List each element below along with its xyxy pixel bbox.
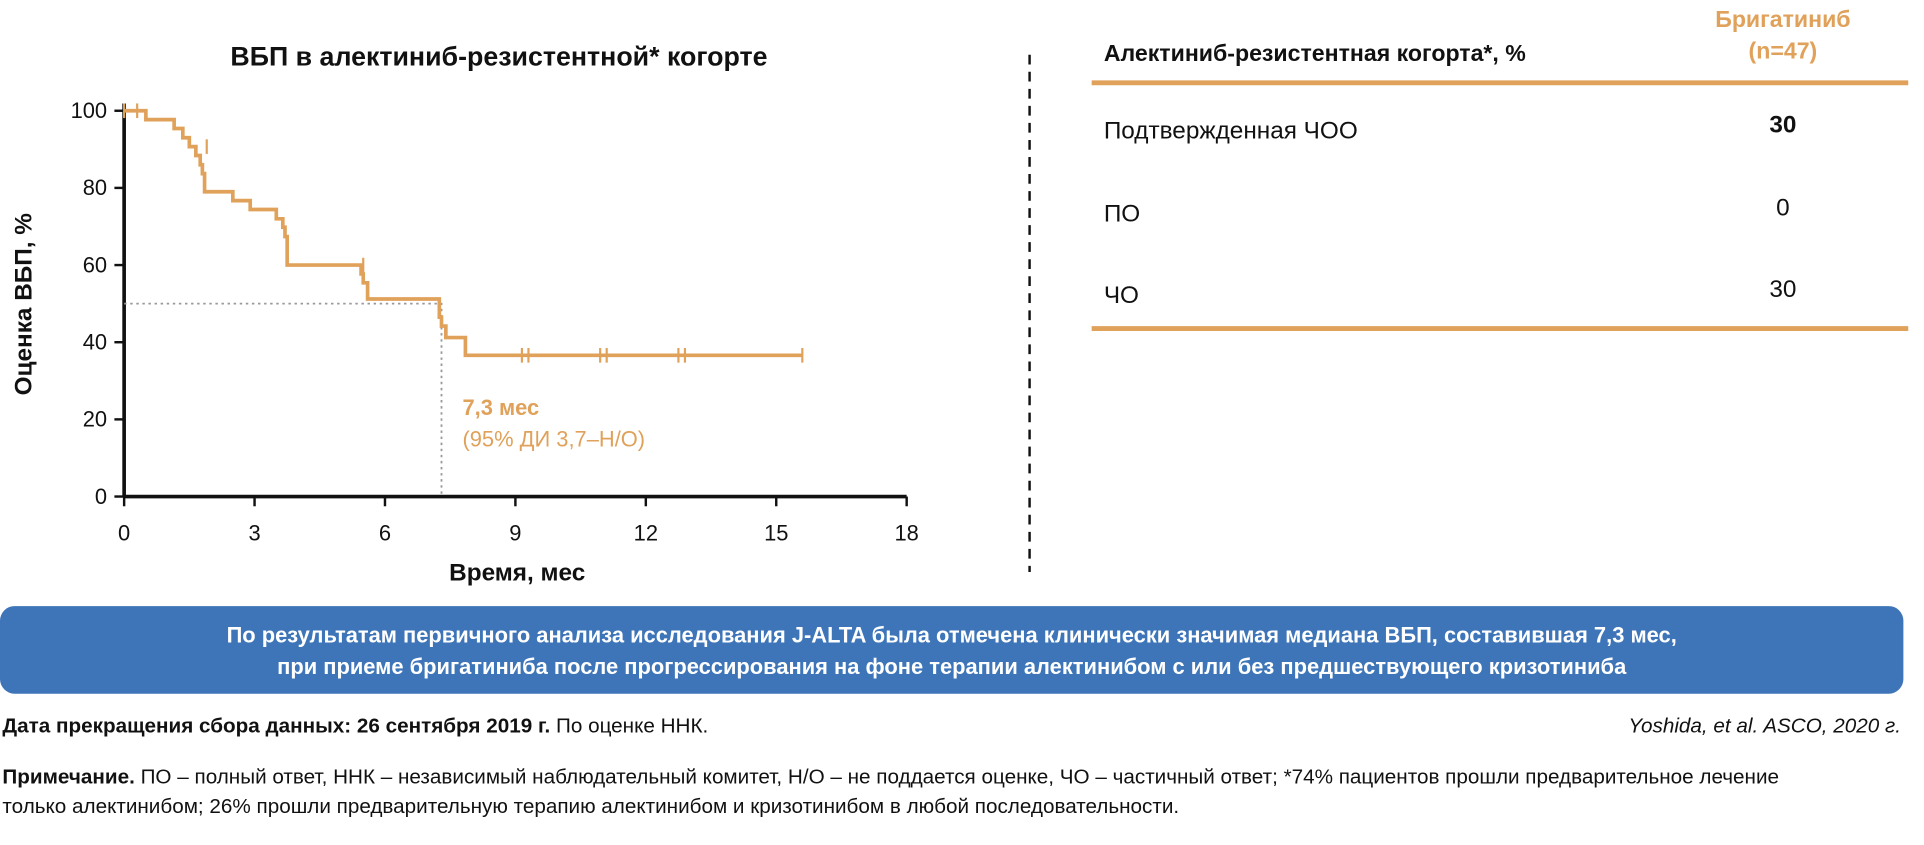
row-label: ПО <box>1104 200 1140 227</box>
y-tick-label: 60 <box>83 252 107 277</box>
x-tick-label: 18 <box>894 520 918 545</box>
x-tick-label: 6 <box>379 520 391 545</box>
y-tick-label: 40 <box>83 330 107 355</box>
table-header: Бригатиниб <box>1715 6 1850 32</box>
x-tick-label: 9 <box>509 520 521 545</box>
note: ПО – полный ответ, ННК – независимый наб… <box>141 766 1779 789</box>
assessment: По оценке ННК. <box>556 715 708 738</box>
cutoff: Дата прекращения сбора данных: 26 сентяб… <box>2 715 550 738</box>
chart-title: ВБП в алектиниб-резистентной* когорте <box>230 42 767 72</box>
footer-line: Дата прекращения сбора данных: 26 сентяб… <box>2 715 708 738</box>
survival-curve <box>124 108 803 358</box>
median-line <box>124 302 443 497</box>
banner-text: при приеме бригатиниба после прогрессиро… <box>277 654 1627 679</box>
annotation: (95% ДИ 3,7–Н/О) <box>462 427 645 452</box>
note: только алектинибом; 26% прошли предварит… <box>2 795 1179 818</box>
x-axis-label: Время, мес <box>449 560 585 587</box>
y-axis-label: Оценка ВБП, % <box>11 213 38 395</box>
annotation: 7,3 мес <box>462 395 539 420</box>
x-tick-label: 3 <box>248 520 260 545</box>
row-value: 30 <box>1769 112 1796 139</box>
y-tick-label: 0 <box>95 484 107 509</box>
row-label: ЧО <box>1104 282 1139 309</box>
banner-text: По результатам первичного анализа исслед… <box>227 623 1677 648</box>
table-header: Алектиниб-резистентная когорта*, % <box>1104 40 1526 66</box>
y-tick-label: 100 <box>71 98 108 123</box>
source: Yoshida, et al. ASCO, 2020 г. <box>1628 715 1901 738</box>
table-header: (n=47) <box>1749 37 1818 63</box>
x-tick-label: 0 <box>118 520 130 545</box>
y-tick-label: 20 <box>83 407 107 432</box>
x-tick-label: 12 <box>634 520 658 545</box>
y-tick-label: 80 <box>83 175 107 200</box>
row-value: 0 <box>1776 194 1790 221</box>
note-line: Примечание. ПО – полный ответ, ННК – нез… <box>2 766 1779 789</box>
note-label: Примечание. <box>2 766 134 789</box>
x-tick-label: 15 <box>764 520 788 545</box>
row-value: 30 <box>1769 276 1796 303</box>
banner <box>0 606 1904 694</box>
content: ВБП в алектиниб-резистентной* когорте Вр… <box>0 6 1909 818</box>
row-label: Подтвержденная ЧОО <box>1104 118 1358 145</box>
